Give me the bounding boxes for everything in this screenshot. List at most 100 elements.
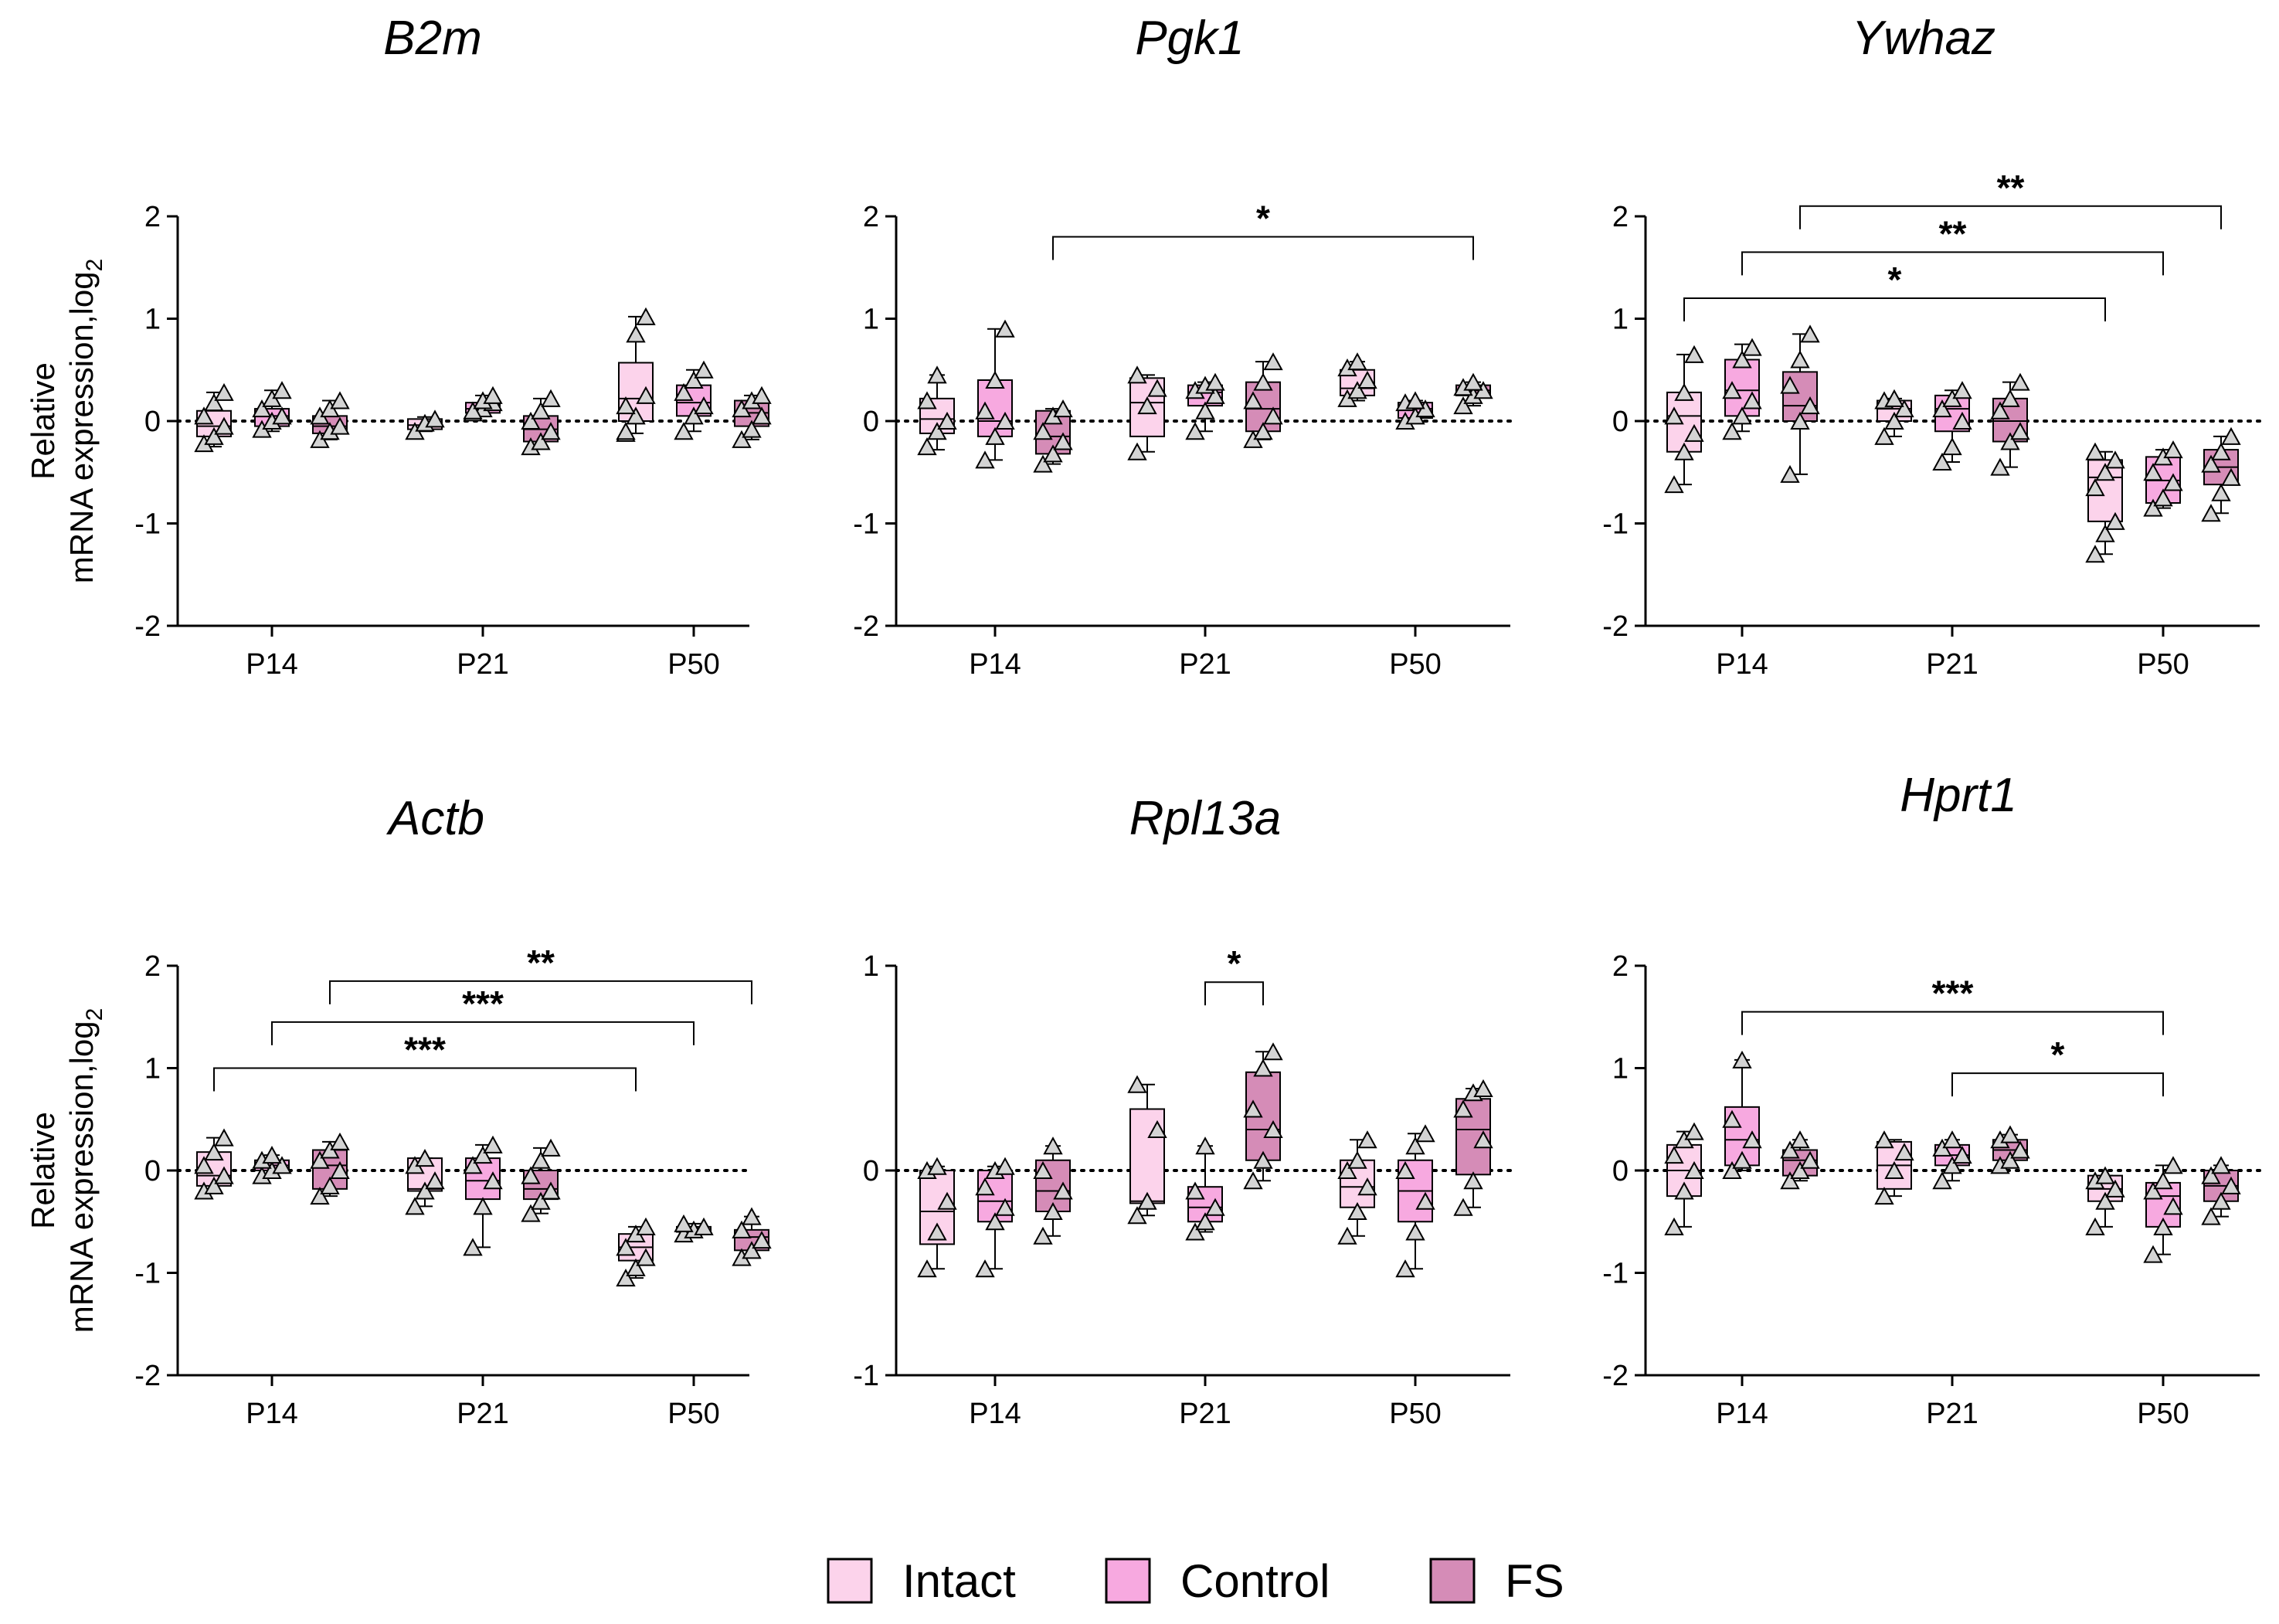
data-point: [1732, 1050, 1752, 1069]
data-point: [1185, 422, 1205, 440]
data-point: [415, 1181, 435, 1200]
data-point: [1790, 1160, 1810, 1179]
box-control: [1395, 1124, 1435, 1278]
bracket-line: [1799, 205, 2222, 229]
x-tick-label: P21: [1179, 648, 1231, 681]
data-point: [1053, 1181, 1073, 1200]
legend: Intact Control FS: [827, 1555, 1564, 1607]
data-point: [1874, 1130, 1894, 1149]
x-tick-label: P21: [1179, 1398, 1231, 1430]
data-point: [616, 422, 636, 440]
data-point: [425, 409, 445, 428]
x-tick-label: P50: [1389, 648, 1442, 681]
data-point: [2221, 426, 2241, 445]
data-point: [1932, 1171, 1952, 1190]
data-point: [1395, 1259, 1415, 1278]
data-point: [1473, 1079, 1493, 1097]
data-point: [531, 401, 551, 420]
data-point: [463, 1156, 483, 1174]
data-point: [531, 1150, 551, 1169]
bracket-line: [1741, 1011, 2164, 1035]
data-point: [2085, 442, 2105, 460]
x-tick-label: P50: [2137, 648, 2189, 681]
significance-label: ***: [1932, 973, 1974, 1014]
significance-bracket: **: [329, 943, 752, 1004]
data-point: [1990, 401, 2010, 420]
data-point: [674, 422, 694, 440]
data-point: [1347, 1150, 1367, 1169]
data-point: [483, 1171, 503, 1190]
data-point: [214, 1166, 234, 1184]
significance-label: *: [1256, 199, 1270, 239]
bracket-line: [213, 1067, 637, 1092]
data-point: [272, 1156, 292, 1174]
data-point: [521, 1204, 541, 1222]
data-point: [742, 1241, 762, 1259]
chart-title: Pgk1: [1135, 12, 1244, 65]
data-point: [214, 382, 234, 401]
data-point: [2085, 545, 2105, 563]
data-point: [694, 396, 714, 415]
data-point: [2000, 1150, 2020, 1169]
box-intact: [1127, 1075, 1167, 1225]
legend-swatch-intact: [827, 1558, 873, 1604]
data-point: [1780, 375, 1800, 394]
x-tick-label: P50: [667, 648, 720, 681]
data-point: [2095, 463, 2115, 481]
data-point: [1337, 1160, 1357, 1179]
data-point: [1874, 1187, 1894, 1205]
data-point: [1664, 1217, 1684, 1235]
data-point: [995, 1157, 1015, 1175]
data-point: [752, 406, 772, 425]
box-fs: [732, 386, 772, 448]
data-point: [937, 411, 957, 430]
data-point: [1033, 1226, 1053, 1245]
y-tick-label: 1: [144, 1053, 161, 1085]
box-fs: [1990, 1125, 2030, 1174]
data-point: [2153, 1217, 2173, 1235]
data-point: [473, 1197, 493, 1215]
data-point: [272, 381, 292, 399]
data-point: [483, 1135, 503, 1153]
data-point: [1357, 370, 1377, 389]
significance-bracket: **: [1799, 168, 2222, 229]
data-point: [975, 450, 995, 469]
y-tick-label: -1: [134, 508, 161, 541]
box-control: [463, 1135, 503, 1256]
data-point: [1263, 406, 1283, 425]
data-point: [2201, 1207, 2221, 1225]
data-point: [1263, 1042, 1283, 1061]
data-point: [927, 365, 947, 384]
box-fs: [1780, 324, 1820, 483]
legend-label-fs: FS: [1505, 1555, 1564, 1607]
y-tick-label: -1: [134, 1258, 161, 1290]
data-point: [2000, 1125, 2020, 1143]
data-point: [2143, 498, 2163, 517]
data-point: [1137, 1191, 1157, 1210]
y-tick-label: 1: [863, 304, 879, 336]
box-control: [1722, 1050, 1762, 1179]
data-point: [2010, 372, 2030, 391]
y-tick-label: -1: [853, 1360, 879, 1392]
data-point: [636, 1248, 656, 1266]
data-point: [2153, 488, 2173, 507]
data-point: [1932, 452, 1952, 471]
data-point: [541, 1138, 561, 1157]
data-point: [1684, 345, 1704, 363]
data-point: [975, 1177, 995, 1196]
data-point: [1942, 1130, 1962, 1149]
x-tick-label: P50: [2137, 1398, 2189, 1430]
y-axis-label-line2: mRNA expression,log: [63, 1021, 100, 1333]
chart-title: Ywhaz: [1852, 12, 1995, 65]
box-control: [1185, 372, 1225, 440]
data-point: [2095, 1166, 2115, 1184]
significance-bracket: ***: [213, 1030, 637, 1092]
data-point: [1942, 1156, 1962, 1174]
data-point: [917, 1259, 937, 1278]
data-point: [917, 391, 937, 409]
y-tick-label: -2: [1602, 1360, 1629, 1392]
bracket-line: [1052, 236, 1474, 260]
box-fs: [1243, 1042, 1283, 1190]
box-control: [1932, 1130, 1972, 1190]
legend-label-intact: Intact: [902, 1555, 1016, 1607]
